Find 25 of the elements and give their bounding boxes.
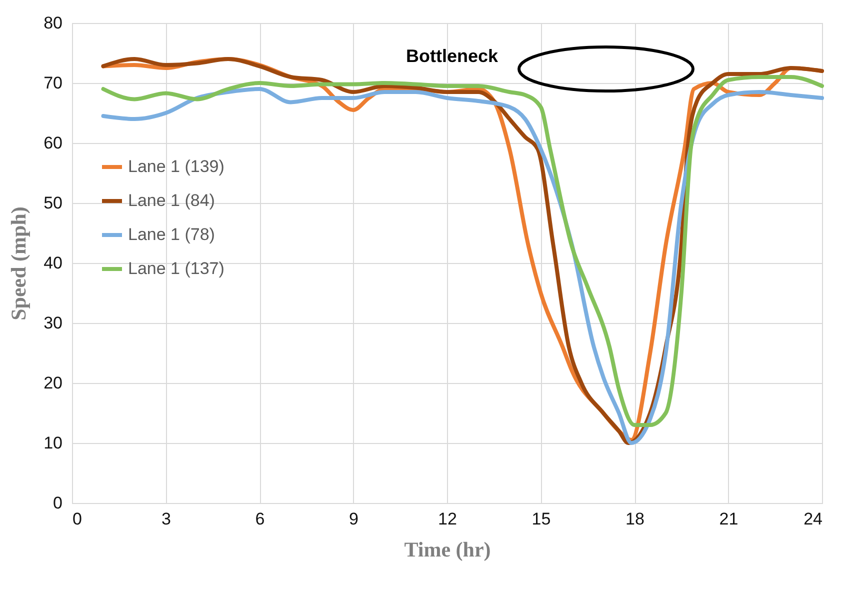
- y-tick-label: 70: [44, 74, 62, 92]
- x-tick-label: 24: [804, 510, 822, 528]
- x-tick-label: 18: [626, 510, 644, 528]
- legend-label: Lane 1 (78): [128, 225, 215, 244]
- y-tick-label: 0: [53, 494, 62, 512]
- x-axis-title: Time (hr): [404, 538, 491, 562]
- y-axis-title: Speed (mph): [6, 206, 31, 320]
- x-tick-label: 15: [532, 510, 551, 528]
- x-tick-label: 6: [255, 510, 265, 528]
- y-tick-label: 10: [44, 434, 62, 452]
- legend-label: Lane 1 (137): [128, 259, 224, 278]
- x-tick-label: 21: [719, 510, 738, 528]
- y-tick-label: 20: [44, 374, 62, 392]
- x-tick-label: 3: [162, 510, 171, 528]
- x-tick-label: 9: [349, 510, 358, 528]
- annotation: Bottleneck: [406, 46, 499, 66]
- x-tick-label: 12: [438, 510, 457, 528]
- y-tick-label: 30: [44, 314, 62, 332]
- y-tick-label: 50: [44, 194, 62, 212]
- x-tick-label: 0: [72, 510, 82, 528]
- y-tick-label: 40: [44, 254, 62, 272]
- legend-label: Lane 1 (84): [128, 191, 215, 210]
- y-tick-label: 60: [44, 134, 62, 152]
- legend-label: Lane 1 (139): [128, 157, 224, 176]
- y-tick-label: 80: [44, 14, 62, 32]
